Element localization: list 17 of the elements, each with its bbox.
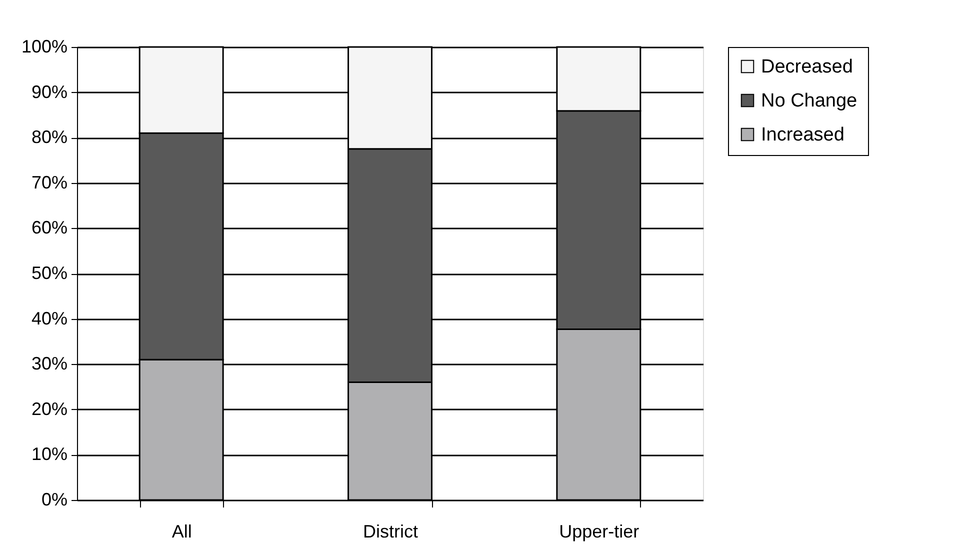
- y-tick-label: 70%: [31, 172, 68, 192]
- x-tick-label: District: [363, 522, 418, 542]
- x-tick-label: Upper-tier: [559, 522, 640, 542]
- y-tick-label: 60%: [31, 218, 68, 238]
- y-tick-label: 30%: [31, 354, 68, 374]
- y-tick-label: 50%: [31, 263, 68, 283]
- y-tick-label: 0%: [41, 490, 68, 510]
- y-tick-label: 90%: [31, 82, 68, 102]
- y-tick-label: 100%: [21, 36, 68, 56]
- x-tick-label: All: [172, 522, 192, 542]
- y-tick-label: 20%: [31, 398, 68, 419]
- y-tick-label: 80%: [31, 127, 68, 148]
- y-tick-label: 40%: [31, 308, 68, 328]
- legend-label: Decreased: [761, 56, 853, 78]
- legend-label: No Change: [761, 90, 858, 112]
- legend-label: Increased: [761, 124, 844, 146]
- y-tick-label: 10%: [31, 444, 68, 464]
